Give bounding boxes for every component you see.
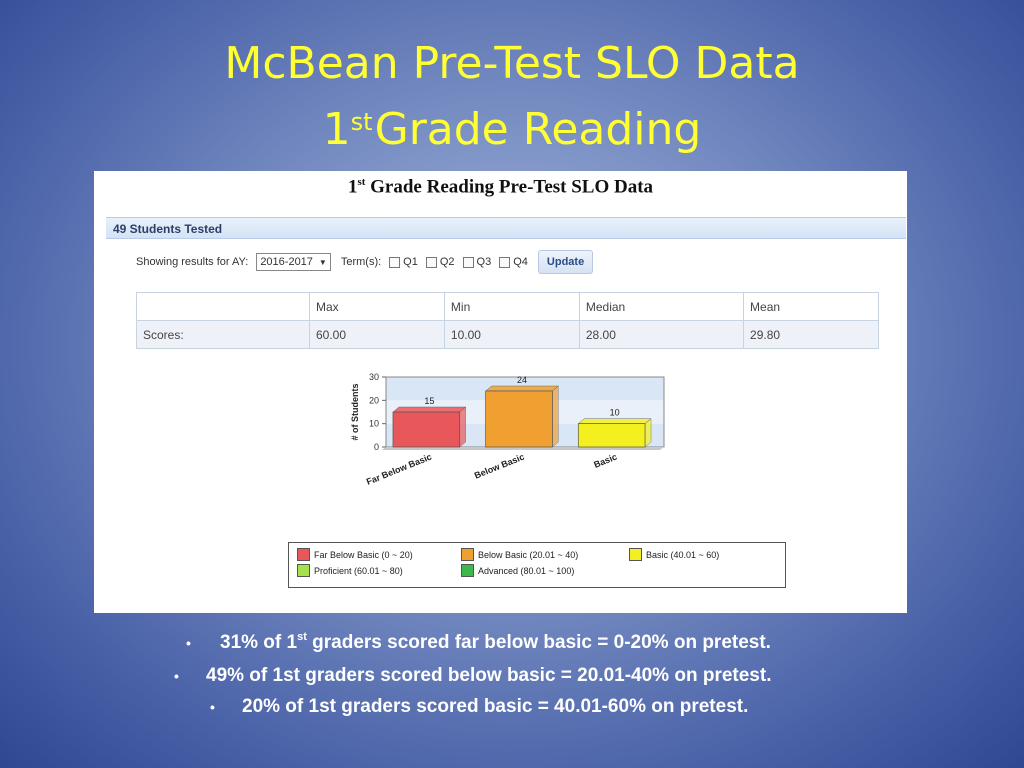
score-stats-table: Max Min Median Mean Scores: 60.00 10.00 … [136, 292, 879, 349]
term-label: Q3 [476, 256, 492, 268]
legend-item: Far Below Basic (0 ~ 20) [297, 548, 413, 561]
slide-subtitle: 1stGrade Reading [0, 108, 1024, 152]
bar-top [577, 418, 652, 424]
legend-label: Advanced (80.01 ~ 100) [478, 565, 575, 576]
checkbox-icon [499, 256, 511, 268]
heading-ordinal: st [357, 176, 366, 188]
bar-top [392, 406, 467, 413]
table-header-row: Max Min Median Mean [136, 292, 879, 321]
x-tick-label: Far Below Basic [365, 452, 433, 487]
academic-year-select[interactable]: 2016-2017 ▼ [256, 253, 331, 271]
legend-item: Basic (40.01 ~ 60) [629, 548, 719, 561]
slide-title: McBean Pre-Test SLO Data [224, 38, 800, 89]
academic-year-value: 2016-2017 [260, 256, 313, 268]
subtitle-number: 1 [322, 104, 351, 155]
term-q2-checkbox[interactable]: Q2 [425, 256, 455, 268]
legend-label: Below Basic (20.01 ~ 40) [478, 549, 579, 560]
bullet-item: • 49% of 1st graders scored below basic … [174, 665, 771, 687]
students-tested-bar: 49 Students Tested [106, 217, 906, 239]
table-cell: Scores: [136, 320, 310, 349]
bar [577, 423, 646, 448]
bar [485, 390, 553, 448]
subtitle-text: Grade Reading [374, 104, 702, 155]
checkbox-icon [389, 256, 401, 268]
legend-label: Basic (40.01 ~ 60) [646, 549, 720, 560]
table-cell: 10.00 [443, 320, 580, 349]
heading-number: 1 [347, 176, 358, 198]
update-button[interactable]: Update [537, 250, 594, 274]
bar-top [484, 385, 560, 392]
bullet-item: • 31% of 1st graders scored far below ba… [186, 631, 771, 654]
subtitle-ordinal: st [350, 108, 373, 136]
term-q3-checkbox[interactable]: Q3 [462, 256, 492, 268]
legend-swatch [629, 548, 642, 561]
chart-legend: Far Below Basic (0 ~ 20) Below Basic (20.… [288, 542, 786, 588]
report-heading: 1st Grade Reading Pre-Test SLO Data [94, 176, 907, 198]
table-header-cell: Min [443, 292, 580, 321]
term-label: Q1 [403, 256, 418, 268]
report-screenshot: 1st Grade Reading Pre-Test SLO Data 49 S… [94, 171, 907, 613]
y-tick-label: 20 [369, 395, 379, 405]
bar-value-label: 10 [610, 408, 620, 418]
legend-item: Advanced (80.01 ~ 100) [461, 564, 574, 577]
term-q4-checkbox[interactable]: Q4 [499, 256, 528, 268]
legend-swatch [461, 548, 474, 561]
bullet-icon: • [186, 635, 191, 651]
filter-label: Showing results for AY: [136, 256, 249, 268]
bar-value-label: 24 [517, 375, 527, 385]
table-header-cell: Max [309, 292, 445, 321]
term-q1-checkbox[interactable]: Q1 [389, 256, 418, 268]
filter-row: Showing results for AY: 2016-2017 ▼ Term(… [136, 249, 594, 275]
table-cell: 60.00 [309, 320, 445, 349]
term-label: Q2 [439, 256, 455, 268]
legend-swatch [297, 564, 310, 577]
legend-label: Far Below Basic (0 ~ 20) [314, 549, 413, 560]
y-tick-label: 30 [369, 372, 379, 382]
bar-side [459, 406, 466, 448]
x-tick-label: Below Basic [473, 452, 526, 481]
table-header-cell [136, 292, 310, 321]
y-tick-label: 0 [374, 442, 379, 452]
plot-floor [382, 447, 664, 450]
legend-label: Proficient (60.01 ~ 80) [314, 565, 403, 576]
bar-side [552, 385, 559, 448]
bullet-text: 31% of 1st graders scored far below basi… [220, 631, 771, 653]
table-cell: 28.00 [578, 320, 745, 349]
x-tick-label: Basic [592, 452, 618, 470]
bullet-item: • 20% of 1st graders scored basic = 40.0… [210, 696, 748, 718]
table-cell: 29.80 [743, 320, 879, 349]
term-label: Q4 [513, 256, 528, 268]
bar-value-label: 15 [424, 396, 434, 406]
terms-label: Term(s): [340, 256, 382, 268]
legend-swatch [297, 548, 310, 561]
bar [392, 411, 461, 448]
legend-item: Proficient (60.01 ~ 80) [297, 564, 403, 577]
bullet-text: 20% of 1st graders scored basic = 40.01-… [242, 696, 749, 717]
bullet-text: 49% of 1st graders scored below basic = … [206, 665, 772, 686]
dropdown-arrow-icon: ▼ [318, 257, 327, 267]
checkbox-icon [462, 256, 474, 268]
y-tick-label: 10 [369, 419, 379, 429]
table-header-cell: Median [578, 292, 745, 321]
heading-text: Grade Reading Pre-Test SLO Data [365, 176, 654, 198]
table-row: Scores: 60.00 10.00 28.00 29.80 [136, 320, 879, 349]
bar-chart: 0 10 20 30 # of Students 15 Far Below Basic 24 B… [350, 372, 665, 487]
checkbox-icon [425, 256, 437, 268]
legend-swatch [461, 564, 474, 577]
bullet-icon: • [174, 668, 179, 684]
table-header-cell: Mean [743, 292, 879, 321]
y-axis-label: # of Students [350, 383, 360, 440]
bullet-icon: • [210, 699, 215, 715]
legend-item: Below Basic (20.01 ~ 40) [461, 548, 578, 561]
